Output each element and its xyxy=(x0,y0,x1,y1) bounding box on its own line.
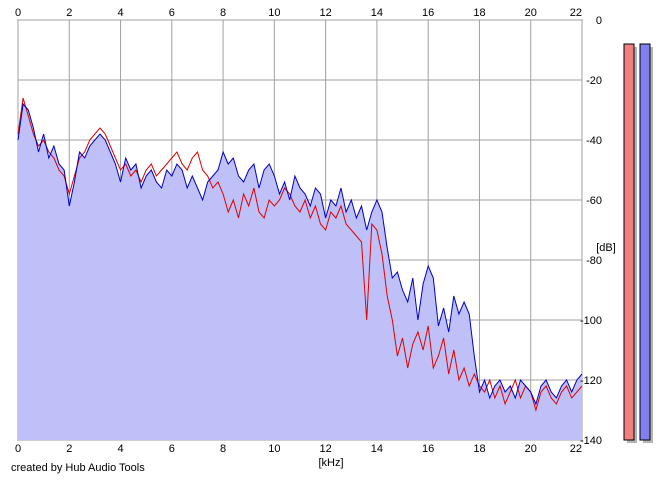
x-tick-label-bottom: 2 xyxy=(66,443,72,455)
y-tick-label: -140 xyxy=(580,435,602,447)
y-tick-label: -80 xyxy=(586,255,602,267)
x-tick-label-bottom: 16 xyxy=(422,443,434,455)
x-tick-label-top: 2 xyxy=(66,7,72,19)
x-tick-label-bottom: 10 xyxy=(268,443,280,455)
x-tick-label-bottom: 20 xyxy=(525,443,537,455)
series-blue-line xyxy=(17,102,583,406)
axis-layer: 002244668810101212141416161818202022220-… xyxy=(15,7,602,455)
x-tick-label-bottom: 0 xyxy=(15,443,21,455)
level-meter-bar xyxy=(623,43,635,441)
x-tick-label-bottom: 4 xyxy=(117,443,123,455)
x-axis-label: [kHz] xyxy=(318,457,343,469)
series-blue-area xyxy=(18,104,582,440)
y-axis-label: [dB] xyxy=(596,242,616,254)
credit-text: created by Hub Audio Tools xyxy=(11,462,145,474)
x-tick-label-top: 14 xyxy=(371,7,383,19)
x-tick-label-top: 6 xyxy=(169,7,175,19)
x-tick-label-top: 12 xyxy=(320,7,332,19)
x-tick-label-top: 10 xyxy=(268,7,280,19)
x-tick-label-bottom: 8 xyxy=(220,443,226,455)
x-tick-label-top: 0 xyxy=(15,7,21,19)
x-tick-label-bottom: 6 xyxy=(169,443,175,455)
x-tick-label-top: 18 xyxy=(473,7,485,19)
y-tick-label: -20 xyxy=(586,75,602,87)
x-tick-label-bottom: 14 xyxy=(371,443,383,455)
level-meter-bar xyxy=(639,43,651,441)
x-tick-label-bottom: 18 xyxy=(473,443,485,455)
x-tick-label-bottom: 12 xyxy=(320,443,332,455)
x-tick-label-bottom: 22 xyxy=(570,443,582,455)
series-red-line xyxy=(17,97,583,412)
y-tick-label: -120 xyxy=(580,375,602,387)
level-meters xyxy=(623,43,653,443)
y-tick-label: -40 xyxy=(586,135,602,147)
series-layer xyxy=(17,97,583,440)
y-tick-label: -60 xyxy=(586,195,602,207)
x-tick-label-top: 20 xyxy=(525,7,537,19)
y-tick-label: -100 xyxy=(580,315,602,327)
x-tick-label-top: 8 xyxy=(220,7,226,19)
x-tick-label-top: 22 xyxy=(570,7,582,19)
x-tick-label-top: 16 xyxy=(422,7,434,19)
y-tick-label: 0 xyxy=(596,15,602,27)
x-tick-label-top: 4 xyxy=(117,7,123,19)
